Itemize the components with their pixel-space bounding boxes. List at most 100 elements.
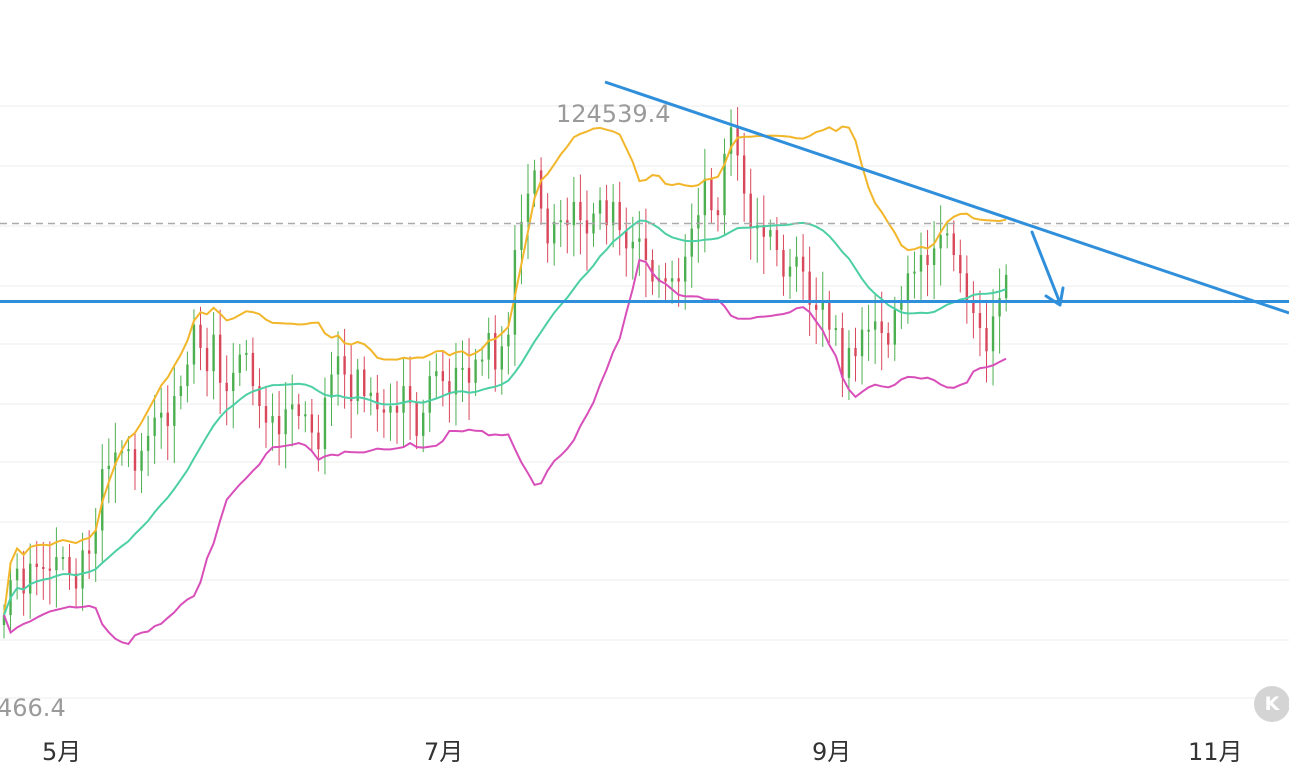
candle bbox=[965, 255, 969, 324]
k-line-toggle-button[interactable]: K bbox=[1254, 686, 1289, 722]
candle bbox=[801, 234, 805, 300]
candle bbox=[860, 307, 864, 385]
candle bbox=[985, 303, 988, 383]
candle bbox=[363, 356, 366, 413]
candle bbox=[788, 248, 792, 299]
candle bbox=[710, 168, 713, 224]
candle bbox=[906, 255, 910, 324]
x-tick-may: 5月 bbox=[42, 738, 81, 766]
x-tick-nov: 11月 bbox=[1188, 738, 1243, 766]
candle bbox=[729, 109, 733, 177]
low-price-label: 466.4 bbox=[0, 694, 66, 722]
x-tick-jul: 7月 bbox=[424, 738, 463, 766]
candle bbox=[742, 132, 746, 222]
candle bbox=[133, 433, 137, 490]
candle bbox=[553, 204, 556, 266]
candle bbox=[127, 436, 130, 468]
candle bbox=[926, 230, 929, 297]
candle bbox=[48, 541, 52, 605]
candle bbox=[644, 208, 648, 298]
candle bbox=[716, 197, 720, 232]
candle bbox=[277, 391, 281, 466]
candle bbox=[670, 260, 674, 304]
candle bbox=[769, 219, 772, 251]
candle bbox=[690, 203, 693, 288]
candle bbox=[173, 366, 176, 464]
candle bbox=[461, 340, 464, 403]
candle bbox=[887, 322, 890, 358]
candle bbox=[199, 306, 202, 371]
high-price-label: 124539.4 bbox=[556, 100, 671, 128]
candle bbox=[684, 234, 687, 310]
candle bbox=[323, 377, 327, 475]
candle bbox=[146, 415, 150, 477]
candle bbox=[821, 271, 824, 347]
candle bbox=[245, 339, 248, 371]
candle bbox=[42, 542, 45, 600]
candle bbox=[317, 414, 320, 472]
candle bbox=[566, 197, 569, 254]
candle bbox=[467, 338, 471, 420]
candle bbox=[140, 433, 143, 493]
candle bbox=[919, 232, 923, 300]
candle bbox=[369, 377, 372, 416]
candle bbox=[435, 353, 438, 399]
candle bbox=[572, 176, 576, 257]
candle bbox=[349, 344, 353, 439]
candle bbox=[880, 291, 883, 371]
candle bbox=[697, 187, 700, 263]
candle bbox=[68, 544, 71, 590]
candle bbox=[782, 234, 785, 296]
candle bbox=[598, 187, 602, 230]
candle bbox=[29, 543, 32, 619]
candle bbox=[441, 351, 445, 407]
candle bbox=[35, 541, 38, 596]
candle bbox=[107, 438, 110, 504]
candle bbox=[382, 389, 386, 438]
candle bbox=[218, 309, 222, 414]
candle bbox=[415, 392, 418, 450]
candle bbox=[205, 327, 209, 397]
candle bbox=[873, 294, 877, 364]
candle bbox=[22, 550, 25, 616]
x-tick-sep: 9月 bbox=[812, 738, 851, 766]
candle bbox=[625, 207, 628, 277]
candle bbox=[611, 184, 615, 248]
candle bbox=[638, 211, 641, 276]
candle bbox=[867, 304, 870, 361]
candle bbox=[232, 343, 235, 429]
candle bbox=[454, 342, 458, 426]
candle bbox=[160, 387, 163, 449]
candle bbox=[579, 174, 582, 255]
candle bbox=[304, 401, 307, 433]
candle bbox=[631, 216, 634, 280]
candle bbox=[389, 383, 392, 441]
candle bbox=[749, 168, 752, 260]
candle bbox=[520, 194, 523, 285]
lower-band bbox=[3, 258, 1007, 646]
candle bbox=[422, 399, 425, 453]
candle bbox=[913, 251, 916, 299]
candle bbox=[932, 221, 936, 300]
candle bbox=[153, 395, 156, 465]
candle bbox=[271, 393, 274, 451]
candle bbox=[546, 193, 549, 263]
candle bbox=[762, 195, 765, 274]
candle bbox=[828, 290, 831, 343]
candlesticks bbox=[2, 107, 1008, 639]
candle bbox=[834, 315, 838, 346]
candle bbox=[356, 358, 359, 415]
candle bbox=[526, 163, 530, 260]
candle bbox=[448, 358, 451, 423]
upper-band bbox=[3, 125, 1007, 616]
candle bbox=[939, 205, 942, 286]
candle bbox=[664, 262, 667, 301]
candle bbox=[677, 258, 680, 307]
candle bbox=[703, 148, 707, 253]
descending-trendline bbox=[604, 80, 1289, 315]
candle bbox=[238, 343, 241, 387]
candle bbox=[55, 527, 58, 608]
candle bbox=[539, 157, 543, 225]
candle bbox=[736, 107, 739, 181]
candle bbox=[284, 381, 287, 469]
